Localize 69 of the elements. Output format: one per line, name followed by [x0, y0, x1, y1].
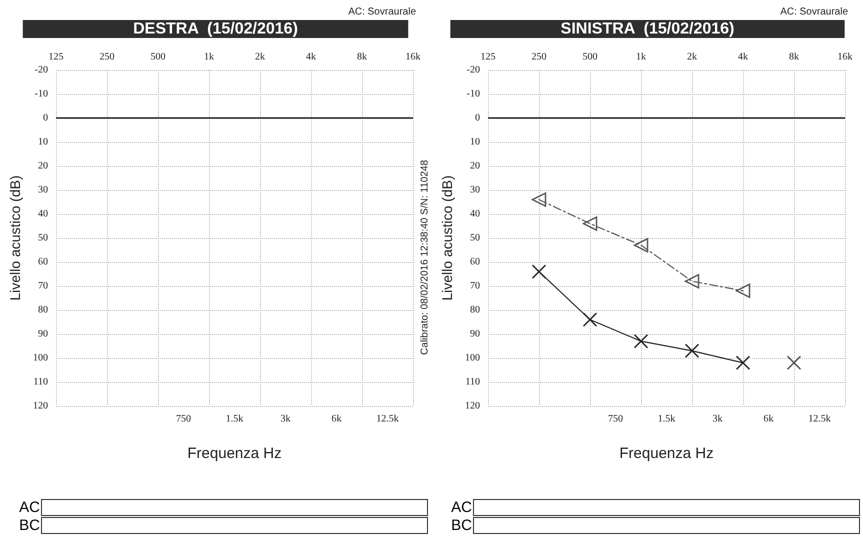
x-tick-label: 16k [838, 52, 852, 62]
y-tick-label: 100 [465, 352, 480, 364]
y-tick-label: 40 [470, 208, 480, 220]
y-tick-label: 20 [470, 160, 480, 172]
y-tick-label: 0 [43, 112, 48, 124]
x-tick-label: 1k [204, 52, 214, 62]
y-tick-label: 110 [465, 376, 480, 388]
chart-subtitle: AC: Sovraurale [780, 6, 848, 18]
chart-title: DESTRA (15/02/2016) [133, 20, 298, 38]
y-tick-label: 30 [38, 184, 48, 196]
chart-title: SINISTRA (15/02/2016) [560, 20, 734, 38]
y-tick-label: -10 [466, 88, 480, 100]
x-axis-title: Frequenza Hz [619, 445, 714, 462]
x-tick-label: 250 [532, 52, 546, 62]
x-tick-label: 500 [150, 52, 166, 62]
y-tick-label: 90 [470, 328, 480, 340]
y-tick-label: 0 [475, 112, 480, 124]
x-tick-label: 2k [687, 52, 697, 62]
text: AC [450, 498, 473, 516]
y-tick-label: 50 [470, 232, 480, 244]
x-tick-label: 4k [306, 52, 316, 62]
x-tick-label: 6k [332, 414, 342, 424]
x-tick-label: 3k [712, 414, 722, 424]
y-tick-label: 10 [38, 136, 48, 148]
x-tick-label: 12.5k [808, 414, 831, 424]
x-tick-label: 1k [636, 52, 646, 62]
x-tick-label: 500 [582, 52, 598, 62]
x-tick-label: 250 [100, 52, 114, 62]
text: BC [18, 516, 41, 534]
y-tick-label: 20 [38, 160, 48, 172]
y-tick-label: 30 [470, 184, 480, 196]
y-tick-label: 100 [33, 352, 48, 364]
x-tick-label: 1.5k [226, 414, 244, 424]
x-tick-label: 125 [480, 52, 496, 62]
x-axis-title: Frequenza Hz [187, 445, 282, 462]
x-tick-label: 125 [48, 52, 64, 62]
y-tick-label: 60 [38, 256, 48, 268]
text: BC [450, 516, 473, 534]
text: AC [18, 498, 41, 516]
x-tick-label: 750 [608, 414, 623, 424]
y-tick-label: 90 [38, 328, 48, 340]
y-tick-label: 120 [465, 400, 480, 412]
y-tick-label: 40 [38, 208, 48, 220]
y-tick-label: 50 [38, 232, 48, 244]
y-tick-label: 80 [38, 304, 48, 316]
x-tick-label: 12.5k [376, 414, 399, 424]
y-tick-label: -20 [466, 64, 480, 76]
y-tick-label: 60 [470, 256, 480, 268]
x-tick-label: 2k [255, 52, 265, 62]
x-tick-label: 8k [357, 52, 367, 62]
y-tick-label: 80 [470, 304, 480, 316]
text: Calibrato: 08/02/2016 12:38:40 S/N: 110248 [420, 160, 430, 355]
y-tick-label: 70 [470, 280, 480, 292]
chart-subtitle: AC: Sovraurale [348, 6, 416, 18]
y-tick-label: -10 [34, 88, 48, 100]
y-tick-label: 70 [38, 280, 48, 292]
x-tick-label: 4k [738, 52, 748, 62]
y-tick-label: 120 [33, 400, 48, 412]
x-tick-label: 1.5k [658, 414, 676, 424]
x-tick-label: 8k [789, 52, 799, 62]
y-tick-label: 10 [470, 136, 480, 148]
y-axis-title: Livello acustico (dB) [7, 175, 23, 301]
x-tick-label: 6k [764, 414, 774, 424]
x-tick-label: 750 [176, 414, 191, 424]
x-tick-label: 3k [280, 414, 290, 424]
y-axis-title: Livello acustico (dB) [439, 175, 455, 301]
x-tick-label: 16k [406, 52, 420, 62]
y-tick-label: 110 [33, 376, 48, 388]
y-tick-label: -20 [34, 64, 48, 76]
